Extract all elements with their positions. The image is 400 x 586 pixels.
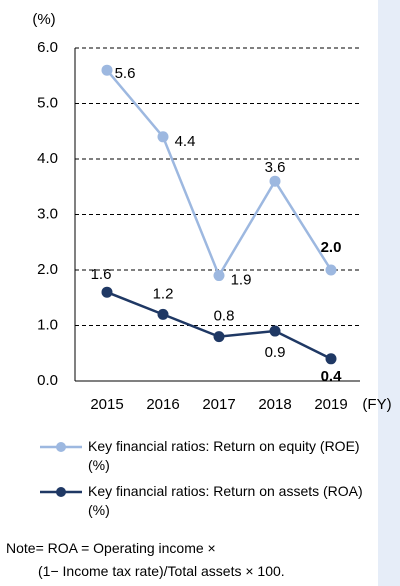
data-point bbox=[325, 264, 337, 276]
data-label: 0.4 bbox=[321, 368, 343, 385]
x-tick-label: 2017 bbox=[202, 396, 235, 413]
x-axis-label: (FY) bbox=[362, 396, 391, 413]
data-label: 0.8 bbox=[214, 308, 235, 325]
legend-marker bbox=[56, 487, 66, 497]
data-point bbox=[101, 64, 113, 76]
data-point bbox=[101, 286, 113, 298]
data-point bbox=[157, 308, 169, 320]
y-tick-label: 3.0 bbox=[37, 205, 58, 222]
y-tick-label: 4.0 bbox=[37, 150, 58, 167]
data-point bbox=[269, 325, 281, 337]
note: (1− Income tax rate)/Total assets × 100. bbox=[38, 563, 285, 579]
y-tick-label: 0.0 bbox=[37, 372, 58, 389]
data-point bbox=[213, 331, 225, 343]
data-label: 4.4 bbox=[175, 133, 196, 150]
data-label: 1.6 bbox=[91, 266, 112, 283]
x-tick-label: 2018 bbox=[258, 396, 291, 413]
data-label: 3.6 bbox=[265, 159, 286, 176]
data-label: 0.9 bbox=[265, 344, 286, 361]
note: Note= ROA = Operating income × bbox=[6, 540, 216, 556]
y-tick-label: 6.0 bbox=[37, 39, 58, 56]
data-label: 5.6 bbox=[115, 65, 136, 82]
data-label: 1.9 bbox=[231, 272, 252, 289]
x-tick-label: 2015 bbox=[90, 396, 123, 413]
legend-label: Key financial ratios: Return on equity (… bbox=[88, 438, 360, 473]
data-point bbox=[157, 131, 169, 143]
data-label: 2.0 bbox=[321, 239, 342, 256]
data-point bbox=[213, 270, 225, 282]
series-line bbox=[106, 69, 333, 279]
side-strip bbox=[378, 0, 400, 586]
x-tick-label: 2019 bbox=[314, 396, 347, 413]
y-tick-label: 1.0 bbox=[37, 316, 58, 333]
y-tick-label: 5.0 bbox=[37, 94, 58, 111]
legend-marker bbox=[56, 442, 66, 452]
x-tick-label: 2016 bbox=[146, 396, 179, 413]
y-tick-label: 2.0 bbox=[37, 261, 58, 278]
y-axis-label: (%) bbox=[32, 11, 55, 28]
data-point bbox=[269, 175, 281, 187]
data-label: 1.2 bbox=[153, 285, 174, 302]
data-point bbox=[325, 353, 337, 365]
legend-label: Key financial ratios: Return on assets (… bbox=[88, 483, 363, 518]
